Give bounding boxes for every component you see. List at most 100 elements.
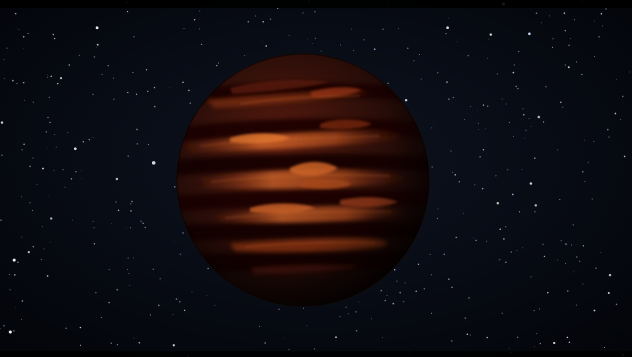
star: [404, 98, 408, 102]
star: [591, 198, 594, 200]
star: [55, 146, 57, 148]
star: [524, 137, 526, 139]
star: [448, 98, 450, 100]
star: [79, 326, 82, 329]
star: [522, 113, 525, 116]
star: [572, 224, 574, 226]
star: [487, 57, 489, 59]
star: [184, 309, 186, 312]
star: [570, 38, 571, 39]
star: [463, 119, 466, 121]
star: [545, 85, 547, 88]
star: [496, 202, 499, 205]
star: [70, 178, 73, 180]
star: [93, 227, 95, 229]
star: [307, 38, 309, 40]
star: [129, 227, 131, 229]
star: [602, 25, 604, 27]
star: [117, 209, 120, 212]
star: [144, 226, 146, 229]
star: [540, 22, 542, 24]
star: [8, 330, 12, 334]
star: [576, 256, 578, 258]
star: [455, 236, 457, 239]
star: [72, 219, 73, 221]
star: [553, 341, 556, 345]
star: [13, 330, 15, 332]
star: [115, 201, 117, 203]
star: [56, 82, 59, 85]
star: [511, 193, 514, 196]
star: [93, 243, 96, 245]
star: [112, 77, 115, 79]
star: [582, 283, 584, 285]
star: [551, 46, 554, 48]
star: [132, 71, 134, 74]
star: [431, 312, 433, 314]
brown-dwarf-planet: [176, 53, 430, 307]
star: [560, 101, 562, 104]
star: [29, 165, 31, 168]
star: [135, 93, 138, 95]
star: [174, 186, 176, 188]
star: [451, 286, 453, 289]
star: [594, 55, 596, 57]
star: [382, 28, 384, 30]
star: [21, 300, 24, 302]
star: [528, 32, 531, 36]
star: [3, 77, 6, 80]
star: [96, 46, 97, 48]
star: [335, 336, 337, 339]
star: [485, 128, 486, 130]
star: [32, 101, 35, 104]
star: [12, 258, 16, 262]
star: [563, 12, 566, 14]
star: [1, 154, 3, 156]
star: [14, 12, 17, 15]
star: [593, 141, 595, 143]
star: [244, 54, 246, 56]
star: [501, 98, 503, 100]
star: [75, 171, 77, 173]
star: [27, 250, 30, 254]
star: [381, 337, 383, 339]
star: [600, 13, 603, 15]
star: [538, 308, 540, 310]
star: [48, 96, 50, 99]
star: [22, 81, 25, 84]
star: [126, 228, 127, 229]
star: [182, 232, 184, 234]
star: [463, 212, 465, 214]
star: [269, 18, 272, 20]
star: [515, 85, 517, 88]
star: [339, 316, 341, 318]
star: [470, 106, 472, 107]
star: [46, 74, 48, 76]
star: [384, 299, 386, 302]
star: [568, 44, 570, 46]
star: [482, 104, 485, 106]
star: [32, 245, 35, 248]
star: [53, 37, 56, 40]
star: [198, 28, 201, 30]
star: [517, 87, 519, 90]
star: [581, 73, 583, 76]
star: [347, 313, 349, 315]
star: [42, 167, 44, 170]
star: [172, 344, 175, 347]
star: [547, 291, 549, 294]
star: [429, 253, 431, 255]
star: [598, 36, 600, 38]
star: [169, 87, 171, 89]
star: [21, 318, 22, 320]
star: [46, 275, 49, 277]
star: [49, 241, 51, 243]
star: [605, 8, 607, 10]
star: [6, 47, 8, 49]
star: [467, 54, 470, 57]
star: [534, 157, 536, 159]
star: [608, 273, 612, 277]
star: [9, 289, 11, 291]
star: [423, 288, 426, 290]
star: [560, 240, 562, 242]
